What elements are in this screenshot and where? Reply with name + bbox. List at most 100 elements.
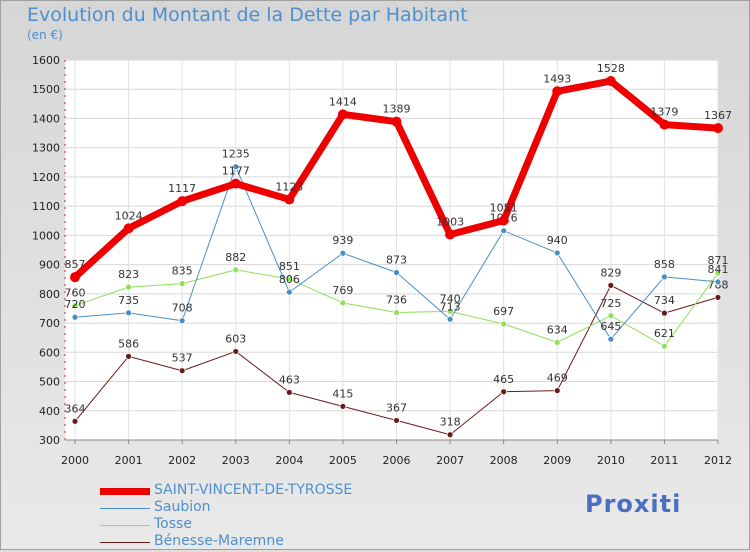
data-label: 1177: [222, 165, 250, 178]
data-point: [661, 273, 668, 281]
data-label: 823: [118, 268, 139, 281]
data-point: [339, 249, 347, 257]
legend-label: Tosse: [154, 516, 192, 532]
data-label: 367: [386, 401, 407, 414]
data-label: 873: [386, 254, 407, 267]
data-point: [71, 417, 79, 425]
data-point: [607, 281, 615, 289]
data-point: [553, 338, 561, 346]
data-point: [391, 116, 402, 127]
legend: SAINT-VINCENT-DE-TYROSSE Saubion Tosse B…: [98, 482, 418, 552]
y-tick-label: 700: [39, 317, 60, 330]
data-label: 736: [386, 294, 407, 307]
data-label: 720: [65, 298, 86, 311]
x-tick-label: 2004: [275, 454, 303, 467]
data-label: 634: [547, 323, 568, 336]
data-point: [446, 431, 454, 439]
y-tick-label: 800: [39, 288, 60, 301]
data-point: [177, 196, 188, 207]
data-label: 1367: [704, 109, 732, 122]
legend-swatch: [100, 525, 150, 526]
data-point: [445, 229, 456, 240]
data-point: [285, 388, 293, 396]
data-point: [605, 76, 616, 87]
data-point: [232, 163, 240, 171]
x-tick-label: 2001: [115, 454, 143, 467]
data-label: 1414: [329, 95, 357, 108]
data-label: 760: [65, 287, 86, 300]
x-tick-label: 2006: [383, 454, 411, 467]
data-label: 463: [279, 373, 300, 386]
data-label: 1389: [383, 103, 411, 116]
chart-title: Evolution du Montant de la Dette par Hab…: [27, 4, 468, 26]
x-tick-label: 2011: [650, 454, 678, 467]
y-tick-label: 400: [39, 405, 60, 418]
data-point: [553, 387, 561, 395]
data-point: [552, 86, 563, 97]
data-point: [339, 299, 347, 307]
data-point: [393, 417, 400, 424]
data-label: 469: [547, 372, 568, 385]
data-point: [178, 367, 186, 375]
x-tick-label: 2005: [329, 454, 357, 467]
x-tick-label: 2012: [704, 454, 732, 467]
data-label: 603: [225, 332, 246, 345]
data-point: [500, 320, 508, 328]
data-label: 621: [654, 327, 675, 340]
unit-label: (en €): [27, 28, 63, 42]
data-point: [284, 194, 295, 205]
data-point: [125, 283, 132, 291]
data-label: 697: [493, 305, 514, 318]
data-label: 940: [547, 234, 568, 247]
data-label: 713: [440, 300, 461, 313]
x-tick-label: 2009: [543, 454, 571, 467]
data-label: 1528: [597, 62, 625, 75]
legend-swatch: [100, 508, 150, 509]
data-point: [71, 313, 79, 321]
data-point: [393, 269, 400, 276]
data-point: [661, 309, 668, 317]
data-label: 465: [493, 373, 514, 386]
x-tick-label: 2003: [222, 454, 250, 467]
data-label: 835: [172, 265, 193, 278]
y-tick-label: 1600: [32, 54, 60, 67]
data-label: 857: [65, 258, 86, 271]
proxiti-logo: Proxiti: [585, 490, 682, 518]
data-label: 939: [332, 234, 353, 247]
data-label: 364: [65, 402, 86, 415]
data-label: 708: [172, 302, 193, 315]
data-label: 1379: [650, 106, 678, 119]
data-point: [232, 348, 240, 355]
data-label: 1493: [543, 72, 571, 85]
x-tick-label: 2002: [168, 454, 196, 467]
plot-area: [65, 60, 718, 440]
data-point: [661, 342, 668, 350]
data-label: 1123: [275, 180, 303, 193]
data-label: 735: [118, 294, 139, 307]
data-point: [713, 123, 723, 134]
y-tick-label: 1500: [32, 83, 60, 96]
x-tick-label: 2010: [597, 454, 625, 467]
data-label: 537: [172, 352, 193, 365]
data-label: 1117: [168, 182, 196, 195]
x-tick-label: 2007: [436, 454, 464, 467]
data-label: 1024: [115, 209, 143, 222]
y-tick-label: 1000: [32, 229, 60, 242]
data-label: 841: [708, 263, 729, 276]
legend-item-saubion: Saubion: [98, 499, 418, 518]
data-point: [714, 293, 722, 301]
data-point: [337, 109, 348, 120]
y-tick-label: 500: [39, 376, 60, 389]
legend-label: Bénesse-Maremne: [154, 533, 284, 549]
data-label: 882: [225, 251, 246, 264]
y-tick-label: 1400: [32, 112, 60, 125]
data-point: [553, 249, 561, 257]
y-tick-label: 1100: [32, 200, 60, 213]
data-point: [70, 272, 80, 283]
data-point: [607, 335, 615, 343]
y-tick-label: 600: [39, 346, 60, 359]
data-point: [178, 280, 186, 288]
legend-swatch: [100, 542, 150, 543]
y-tick-label: 900: [39, 259, 60, 272]
